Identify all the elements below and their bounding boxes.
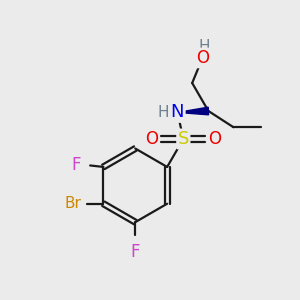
Text: H: H bbox=[158, 105, 169, 120]
Text: O: O bbox=[208, 130, 221, 148]
Text: F: F bbox=[72, 157, 81, 175]
Text: O: O bbox=[145, 130, 158, 148]
Text: H: H bbox=[198, 39, 210, 54]
Text: N: N bbox=[171, 103, 184, 122]
Text: F: F bbox=[130, 243, 140, 261]
Text: O: O bbox=[196, 49, 209, 67]
Text: S: S bbox=[178, 130, 189, 148]
Text: Br: Br bbox=[64, 196, 82, 211]
Polygon shape bbox=[178, 107, 208, 115]
